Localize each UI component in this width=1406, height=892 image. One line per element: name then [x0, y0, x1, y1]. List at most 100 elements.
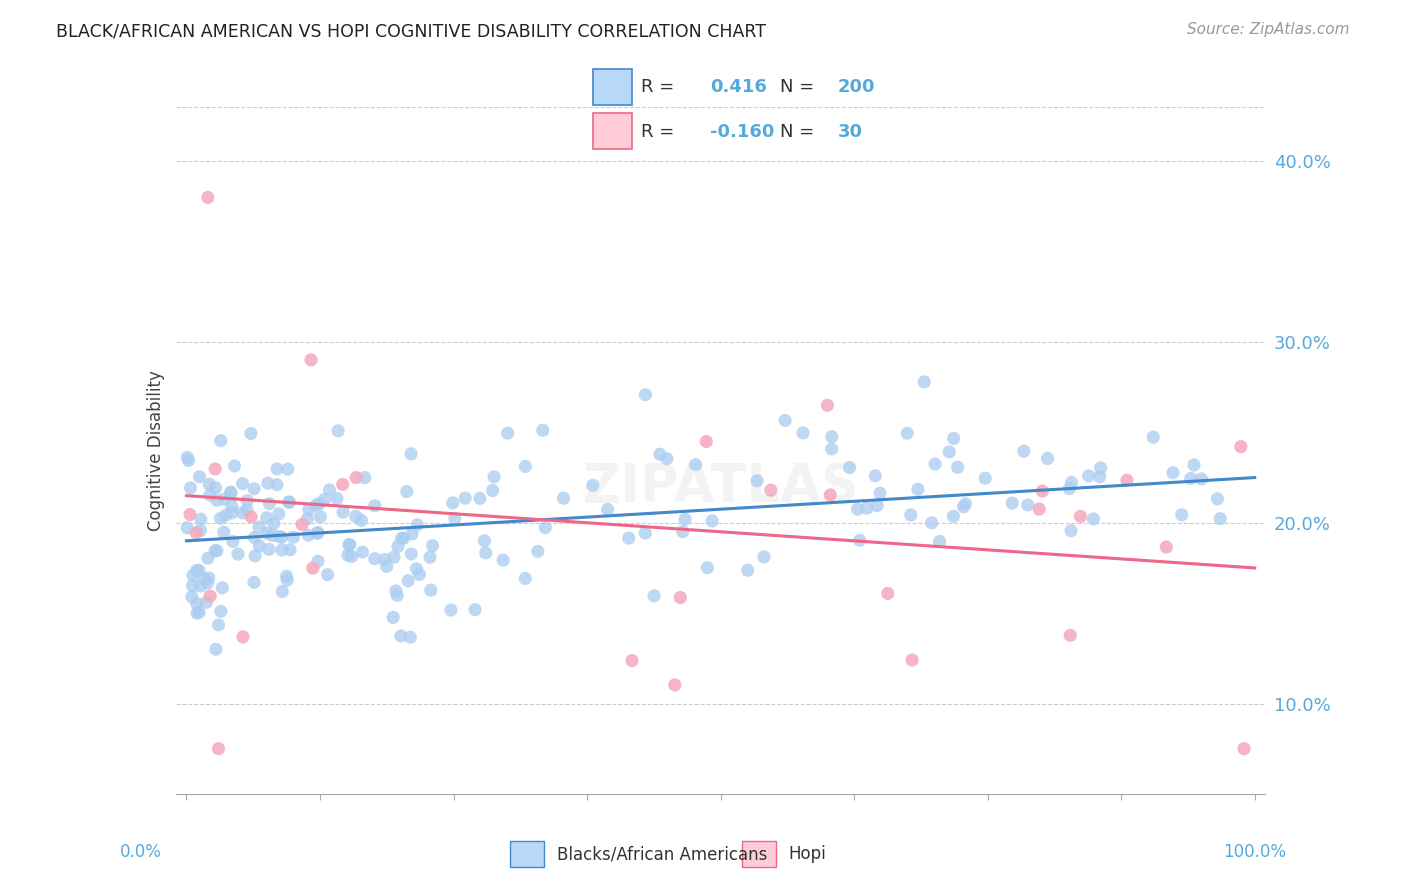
- Point: [617, 531, 640, 545]
- Point: [263, 516, 285, 531]
- Point: [942, 509, 965, 524]
- Point: [955, 497, 977, 511]
- Point: [815, 398, 838, 412]
- Point: [277, 462, 299, 476]
- Point: [515, 572, 537, 586]
- Point: [921, 516, 943, 530]
- Point: [946, 460, 969, 475]
- Point: [236, 502, 259, 516]
- Point: [672, 524, 695, 539]
- Point: [256, 510, 278, 524]
- Point: [190, 512, 212, 526]
- Point: [352, 545, 374, 559]
- Point: [869, 486, 891, 500]
- Point: [180, 481, 202, 495]
- Point: [211, 581, 233, 595]
- Point: [759, 483, 782, 497]
- Point: [278, 542, 301, 557]
- Point: [401, 547, 423, 561]
- Point: [214, 491, 236, 506]
- Text: N =: N =: [780, 78, 814, 95]
- Point: [277, 495, 299, 509]
- Point: [307, 554, 329, 568]
- Point: [387, 588, 409, 602]
- Point: [952, 500, 974, 514]
- Point: [745, 474, 768, 488]
- Point: [256, 476, 278, 491]
- Point: [332, 505, 354, 519]
- Point: [856, 501, 879, 516]
- Point: [207, 741, 229, 756]
- Point: [209, 604, 232, 618]
- Point: [1142, 430, 1164, 444]
- Point: [399, 630, 422, 644]
- Point: [752, 549, 775, 564]
- Point: [332, 477, 354, 491]
- Point: [176, 450, 198, 465]
- Point: [389, 629, 412, 643]
- Point: [696, 560, 718, 574]
- Point: [353, 470, 375, 484]
- Point: [204, 481, 226, 495]
- Point: [337, 538, 360, 552]
- Point: [239, 426, 262, 441]
- Point: [204, 543, 226, 558]
- Point: [350, 513, 373, 527]
- Point: [344, 509, 367, 524]
- Point: [773, 413, 796, 427]
- Point: [209, 434, 232, 448]
- Point: [664, 678, 686, 692]
- Point: [848, 533, 870, 548]
- Point: [865, 468, 887, 483]
- Bar: [592, 113, 631, 149]
- Point: [259, 497, 281, 511]
- Point: [318, 483, 340, 497]
- Text: Blacks/African Americans: Blacks/African Americans: [557, 845, 768, 863]
- Point: [298, 502, 321, 516]
- Point: [1171, 508, 1194, 522]
- Point: [236, 493, 259, 508]
- Text: 30: 30: [838, 123, 862, 141]
- Point: [283, 530, 305, 544]
- Text: N =: N =: [780, 123, 814, 141]
- Point: [1017, 498, 1039, 512]
- Point: [374, 552, 396, 566]
- Point: [382, 610, 405, 624]
- Point: [197, 575, 219, 590]
- Point: [297, 528, 319, 542]
- Point: [204, 462, 226, 476]
- Point: [1083, 512, 1105, 526]
- Point: [482, 470, 505, 484]
- Point: [276, 569, 298, 583]
- Point: [876, 586, 898, 600]
- Point: [655, 451, 678, 466]
- Bar: [592, 69, 631, 104]
- Text: Source: ZipAtlas.com: Source: ZipAtlas.com: [1187, 22, 1350, 37]
- Point: [314, 492, 336, 507]
- Point: [257, 542, 280, 557]
- Point: [1230, 440, 1253, 454]
- Point: [820, 488, 842, 502]
- Point: [408, 567, 430, 582]
- Point: [291, 517, 314, 532]
- Point: [1154, 540, 1177, 554]
- Text: 100.0%: 100.0%: [1223, 843, 1286, 861]
- Point: [907, 482, 929, 496]
- Text: R =: R =: [641, 78, 673, 95]
- Point: [1060, 475, 1083, 490]
- Point: [1191, 472, 1213, 486]
- Point: [912, 375, 935, 389]
- Point: [474, 533, 496, 548]
- Point: [481, 483, 503, 498]
- Point: [271, 584, 294, 599]
- Point: [406, 517, 429, 532]
- Point: [267, 507, 290, 521]
- Point: [391, 531, 413, 545]
- Point: [399, 447, 422, 461]
- Point: [942, 432, 965, 446]
- Point: [634, 526, 657, 541]
- Point: [1031, 484, 1053, 499]
- Text: BLACK/AFRICAN AMERICAN VS HOPI COGNITIVE DISABILITY CORRELATION CHART: BLACK/AFRICAN AMERICAN VS HOPI COGNITIVE…: [56, 22, 766, 40]
- Point: [1028, 502, 1050, 516]
- Y-axis label: Cognitive Disability: Cognitive Disability: [146, 370, 165, 531]
